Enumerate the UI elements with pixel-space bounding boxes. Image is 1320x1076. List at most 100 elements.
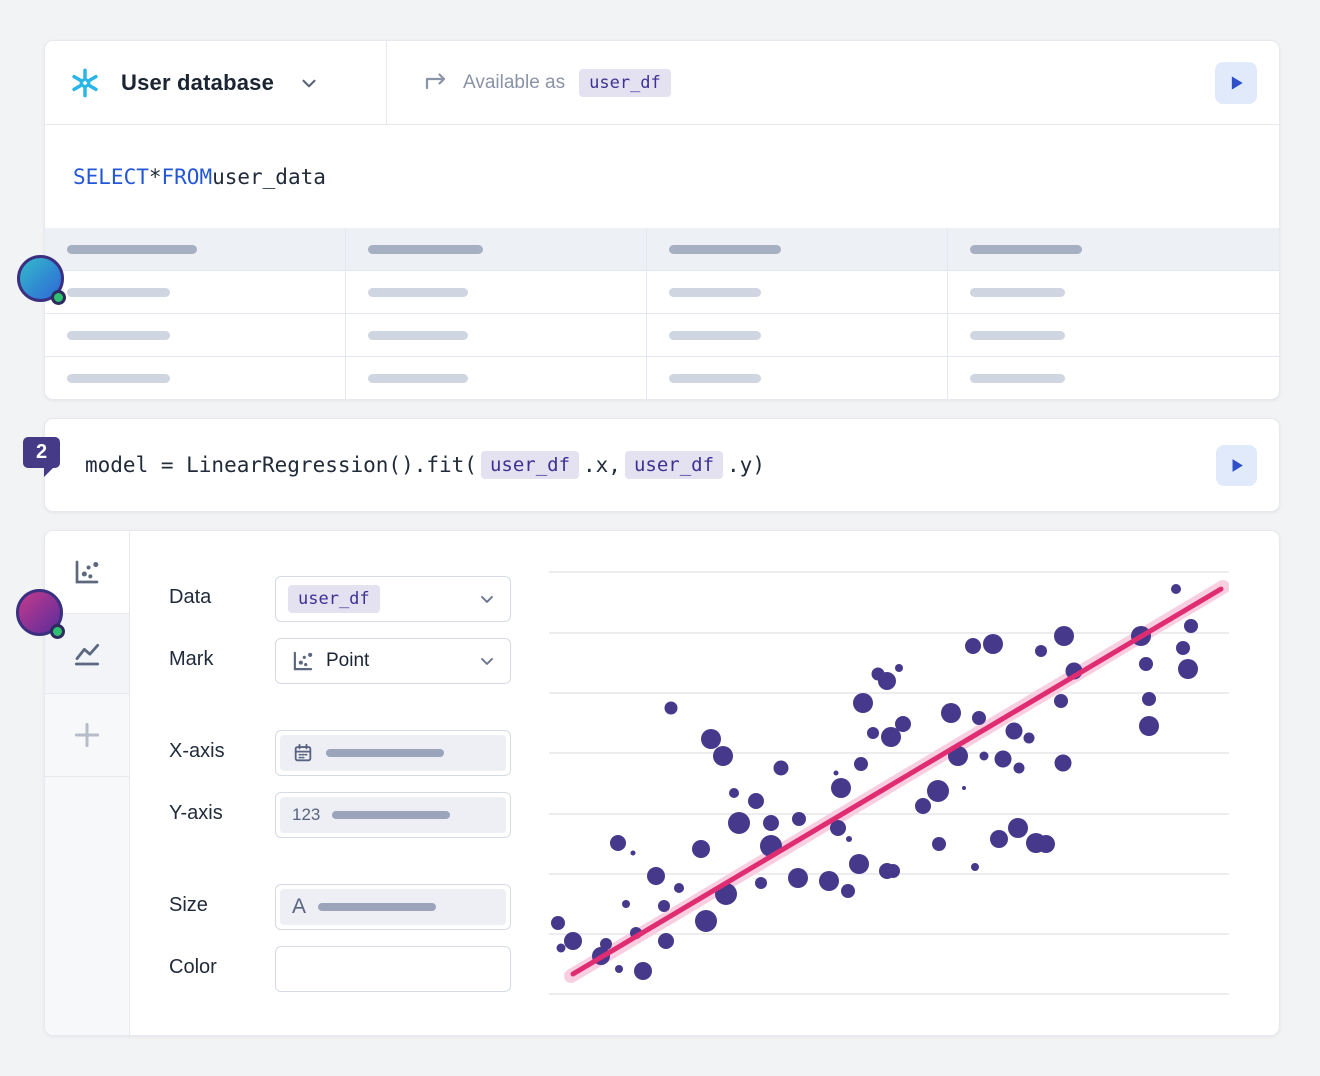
tab-add-chart[interactable] <box>45 693 129 777</box>
play-icon <box>1227 456 1246 475</box>
scatter-point <box>878 672 896 690</box>
scatter-point <box>886 864 900 878</box>
scatter-point <box>932 837 946 851</box>
scatter-point <box>990 830 1008 848</box>
table-header-row <box>45 228 1279 271</box>
tab-scatter-chart[interactable] <box>45 531 129 613</box>
scatter-point <box>1023 732 1035 744</box>
scatter-point <box>564 932 582 950</box>
python-code-editor[interactable]: model = LinearRegression().fit(user_df .x… <box>45 419 1279 511</box>
scatter-point <box>1013 762 1025 774</box>
scatter-point <box>895 716 911 732</box>
x-axis-placeholder <box>280 735 506 771</box>
scatter-point <box>1176 641 1190 655</box>
data-field-label: Data <box>169 586 212 608</box>
code-token: SELECT <box>73 164 149 189</box>
sql-code-editor[interactable]: SELECT * FROM user_data <box>45 125 1279 228</box>
scatter-point <box>695 910 717 932</box>
scatter-point <box>634 962 652 980</box>
placeholder-bar <box>67 330 170 340</box>
mark-value: Point <box>326 650 370 671</box>
y-axis-input[interactable]: 123 <box>275 792 511 838</box>
table-cell <box>647 357 948 399</box>
scatter-point <box>1054 626 1074 646</box>
table-cell <box>647 228 948 270</box>
calendar-icon <box>292 742 314 764</box>
table-cell <box>948 357 1279 399</box>
size-input[interactable]: A <box>275 884 511 930</box>
scatter-point <box>658 933 674 949</box>
scatter-point <box>658 900 670 912</box>
scatter-point <box>846 836 852 842</box>
scatter-point <box>792 812 806 826</box>
x-axis-field-label: X-axis <box>169 740 225 762</box>
size-placeholder: A <box>280 889 506 925</box>
run-python-button[interactable] <box>1216 445 1257 486</box>
sql-cell-header: User database Available as user_df <box>45 41 1279 125</box>
table-row <box>45 314 1279 357</box>
table-cell <box>647 314 948 356</box>
scatter-point <box>983 634 1003 654</box>
scatter-point <box>927 780 949 802</box>
placeholder-bar <box>970 287 1065 297</box>
table-cell <box>346 271 647 313</box>
table-row <box>45 357 1279 399</box>
table-cell <box>948 314 1279 356</box>
online-status-dot <box>50 624 65 639</box>
scatter-point <box>854 757 868 771</box>
color-input[interactable] <box>275 946 511 992</box>
scatter-point <box>1054 694 1068 708</box>
table-cell <box>45 271 346 313</box>
table-cell <box>45 314 346 356</box>
table-cell <box>948 228 1279 270</box>
scatter-point <box>729 788 739 798</box>
output-variable-bar: Available as user_df <box>387 41 1279 124</box>
table-cell <box>346 357 647 399</box>
scatter-point <box>610 835 626 851</box>
placeholder-bar <box>970 244 1082 254</box>
code-token: FROM <box>161 164 213 189</box>
scatter-point <box>941 703 961 723</box>
trend-line <box>570 586 1224 977</box>
variable-badge: user_df <box>480 451 580 479</box>
mark-select[interactable]: Point <box>275 638 511 684</box>
scatter-point <box>728 812 750 834</box>
data-source-selector[interactable]: User database <box>45 41 387 124</box>
scatter-point <box>701 729 721 749</box>
placeholder-bar <box>669 374 761 383</box>
scatter-point <box>830 820 846 836</box>
placeholder-bar <box>970 330 1065 340</box>
code-token: user_data <box>212 164 326 189</box>
scatter-point <box>615 965 623 973</box>
scatter-point <box>962 786 966 790</box>
table-cell <box>346 314 647 356</box>
run-sql-button[interactable] <box>1215 61 1257 104</box>
result-table-skeleton <box>45 228 1279 399</box>
collaborator-avatar <box>16 589 65 639</box>
scatter-chart-icon <box>290 648 316 674</box>
placeholder-bar <box>368 374 468 383</box>
table-cell <box>45 357 346 399</box>
scatter-point <box>853 693 873 713</box>
placeholder-bar <box>368 244 483 254</box>
scatter-point <box>664 701 678 715</box>
scatter-point <box>622 900 630 908</box>
chevron-down-icon <box>477 651 497 671</box>
scatter-point <box>833 770 839 776</box>
tab-line-chart[interactable] <box>45 613 129 693</box>
scatter-point <box>647 867 665 885</box>
text-type-icon: A <box>292 895 307 918</box>
scatter-chart-icon <box>71 556 103 588</box>
data-select[interactable]: user_df <box>275 576 511 622</box>
x-axis-input[interactable] <box>275 730 511 776</box>
scatter-point <box>972 711 986 725</box>
chevron-down-icon <box>477 589 497 609</box>
scatter-point <box>674 883 684 893</box>
scatter-point <box>1005 722 1023 740</box>
scatter-point <box>971 863 979 871</box>
scatter-point <box>748 793 764 809</box>
code-token: model = LinearRegression().fit( <box>85 453 477 477</box>
python-cell: model = LinearRegression().fit(user_df .x… <box>44 418 1280 512</box>
placeholder-bar <box>669 244 781 254</box>
